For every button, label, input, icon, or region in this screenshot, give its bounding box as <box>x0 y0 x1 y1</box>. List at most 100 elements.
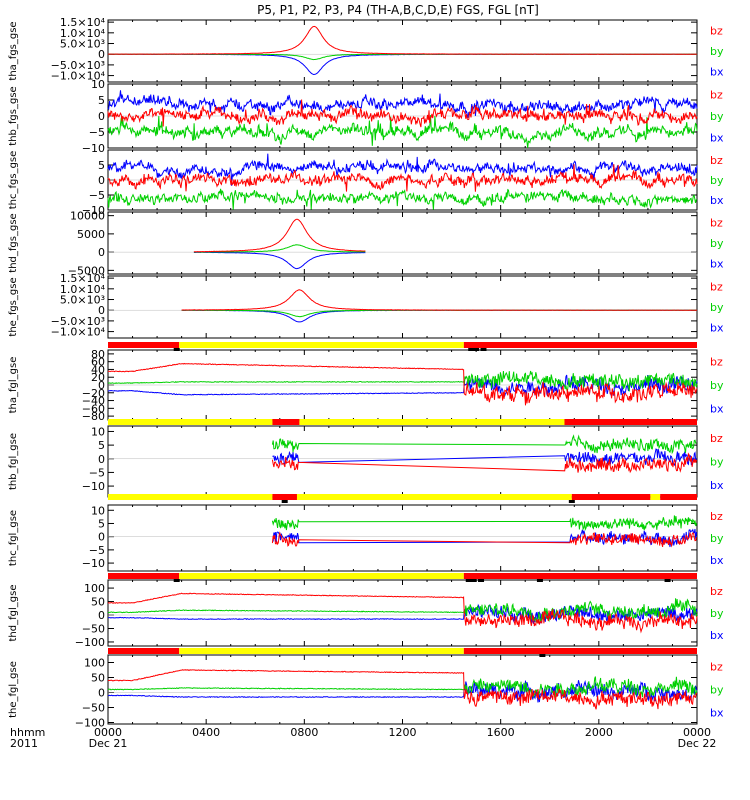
series-bz <box>107 592 698 634</box>
year-label: 2011 <box>10 737 38 750</box>
mode-bar-mark <box>173 348 180 351</box>
y-tick-label: 0 <box>98 110 105 123</box>
series-bx <box>107 374 698 398</box>
x-tick-label: 1200 <box>389 726 417 739</box>
y-tick-label: 100 <box>84 657 105 670</box>
mode-bar <box>108 419 697 425</box>
y-axis-label: thd_fgs_gse <box>8 213 19 272</box>
legend-by: by <box>710 237 724 250</box>
series-bz <box>181 289 698 311</box>
series-by <box>271 515 697 532</box>
series-bx <box>107 153 698 186</box>
series-bz <box>193 218 366 253</box>
y-tick-label: 1.5×10⁴ <box>60 272 106 285</box>
mode-bar-segment <box>179 342 464 348</box>
y-tick-label: −50 <box>82 622 105 635</box>
mode-bar-segment <box>299 419 565 425</box>
legend-by: by <box>710 532 724 545</box>
series-bz <box>107 362 698 406</box>
mode-bar <box>108 342 697 351</box>
y-tick-label: 40 <box>91 363 105 376</box>
y-axis-label: thc_fgl_gse <box>8 510 19 566</box>
y-tick-label: 10 <box>91 78 105 91</box>
y-axis-label: tha_fgs_gse <box>8 21 19 80</box>
mode-bar-mark <box>465 579 472 582</box>
y-axis-label: thb_fgs_gse <box>8 86 19 145</box>
panels-group: 1.5×10⁴1.0×10⁴5.0×10³0−5.0×10³−1.0×10⁴th… <box>8 16 724 729</box>
y-tick-label: 1.0×10⁴ <box>60 283 106 296</box>
y-axis-label: thb_fgl_gse <box>8 433 19 490</box>
mode-bar-segment <box>660 494 697 500</box>
legend-bx: bx <box>710 707 724 720</box>
legend-by: by <box>710 301 724 314</box>
y-tick-label: 5 <box>98 159 105 172</box>
mode-bar <box>108 648 697 657</box>
legend-by: by <box>710 684 724 697</box>
mode-bar-segment <box>272 494 297 500</box>
legend-bz: bz <box>710 585 723 598</box>
mode-bar-segment <box>108 494 273 500</box>
panel-frame <box>107 211 698 275</box>
y-tick-label: −10 <box>82 557 105 570</box>
y-tick-label: 0 <box>98 531 105 544</box>
series-by <box>107 676 698 699</box>
series-bz <box>107 164 698 192</box>
y-tick-label: −20 <box>82 387 105 400</box>
mode-bar-mark <box>468 348 475 351</box>
x-tick-label: 2000 <box>585 726 613 739</box>
legend-bz: bz <box>710 154 723 167</box>
y-tick-label: 10 <box>91 425 105 438</box>
x-tick-date-label: Dec 21 <box>89 737 128 750</box>
series-bx <box>107 680 698 703</box>
mode-bar-segment <box>179 648 464 654</box>
mode-bar-mark <box>281 500 288 503</box>
legend-bx: bx <box>710 258 724 271</box>
mode-bar-mark <box>539 654 546 657</box>
legend-bz: bz <box>710 510 723 523</box>
mode-bar-segment <box>650 494 661 500</box>
series-by <box>107 115 698 149</box>
legend-by: by <box>710 379 724 392</box>
mode-bar-mark <box>568 500 575 503</box>
mode-bar <box>108 573 697 582</box>
y-tick-label: −10 <box>82 480 105 493</box>
legend-by: by <box>710 456 724 469</box>
mode-bar-segment <box>463 573 697 579</box>
y-tick-label: −1.0×10⁴ <box>51 70 106 83</box>
mode-bar-mark <box>470 579 477 582</box>
y-axis-label: thd_fgl_gse <box>8 585 19 642</box>
legend-bx: bx <box>710 629 724 642</box>
series-bx <box>193 251 366 270</box>
series-by <box>107 188 698 210</box>
panel-thc_fgs_gse: 5 0 −5 −10 thc_fgs_gse bz by bx <box>8 149 724 217</box>
series-bx <box>271 528 697 548</box>
y-tick-label: −5.0×10³ <box>51 59 105 72</box>
y-axis-label: the_fgl_gse <box>8 661 19 718</box>
mode-bar-segment <box>108 419 273 425</box>
mode-bar <box>108 494 697 503</box>
mode-bar-segment <box>108 342 180 348</box>
legend-bz: bz <box>710 216 723 229</box>
y-tick-label: 10000 <box>70 210 105 223</box>
series-bx <box>107 53 697 76</box>
y-tick-label: 5 <box>98 439 105 452</box>
series-bz <box>271 531 697 548</box>
mode-bar-mark <box>536 579 543 582</box>
y-tick-label: −100 <box>75 636 105 649</box>
legend-bx: bx <box>710 554 724 567</box>
mode-bar-segment <box>463 342 697 348</box>
x-tick-label: 0400 <box>192 726 220 739</box>
y-tick-label: 1.0×10⁴ <box>60 27 106 40</box>
series-bx <box>107 90 698 118</box>
y-tick-label: −80 <box>82 410 105 423</box>
y-tick-label: 0 <box>98 174 105 187</box>
series-bz <box>107 25 697 55</box>
y-tick-label: 0 <box>98 453 105 466</box>
legend-bx: bx <box>710 322 724 335</box>
series-bx <box>181 309 698 323</box>
time-format-label: hhmm <box>10 726 45 739</box>
